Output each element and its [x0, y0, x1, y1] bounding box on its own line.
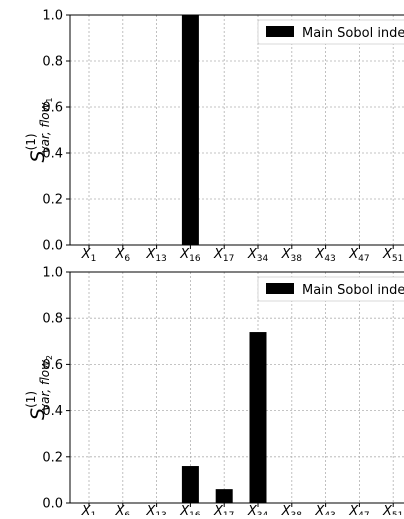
x-tick-label: X51	[382, 247, 403, 264]
y-tick-label: 0.8	[42, 312, 63, 327]
bar-X_17	[215, 489, 233, 503]
x-tick-label: X6	[114, 247, 130, 264]
y-tick-label: 1.0	[42, 9, 63, 24]
bar-X_16	[181, 15, 199, 245]
legend-swatch	[266, 283, 294, 294]
x-tick-label: X6	[114, 504, 130, 515]
y-tick-label: 0.2	[42, 193, 63, 208]
y-axis-label: S(1)var, flow1	[24, 98, 54, 163]
y-tick-label: 0.8	[42, 55, 63, 70]
y-tick-label: 0.2	[42, 450, 63, 465]
x-tick-label: X1	[81, 247, 97, 264]
x-tick-label: X13	[145, 247, 166, 264]
x-tick-label: X1	[81, 504, 97, 515]
y-tick-label: 0.6	[42, 101, 63, 116]
y-tick-label: 1.0	[42, 266, 63, 281]
x-tick-label: X47	[348, 247, 369, 264]
bar-X_34	[249, 332, 267, 503]
x-tick-label: X43	[314, 247, 335, 264]
x-tick-label: X34	[247, 247, 269, 264]
y-tick-label: 0.4	[42, 147, 63, 162]
legend-box	[257, 19, 404, 45]
y-tick-label: 0.0	[42, 239, 63, 254]
chart-panel-1: 0.0 0.2 0.4 0.6 0.8 1.0 X1 X6 X13 X16 X17 X34 X38 X43…	[24, 9, 404, 264]
y-axis-label: S(1)var, flow2	[24, 355, 54, 420]
legend-label: Main Sobol index	[302, 26, 404, 41]
y-tick-label: 0.0	[42, 497, 63, 512]
legend-swatch	[266, 26, 294, 37]
y-tick-label: 0.4	[42, 404, 63, 419]
chart-panel-2: 0.00.20.40.60.81.0X1X6X13X16X17X34X38X43…	[24, 266, 404, 519]
legend-label: Main Sobol index	[302, 283, 404, 298]
y-tick-label: 0.6	[42, 358, 63, 373]
bar-X_16	[181, 466, 199, 503]
x-tick-label: X16	[179, 247, 201, 264]
x-tick-label: X17	[213, 247, 234, 264]
x-tick-label: X38	[281, 247, 303, 264]
legend-box	[257, 276, 404, 302]
